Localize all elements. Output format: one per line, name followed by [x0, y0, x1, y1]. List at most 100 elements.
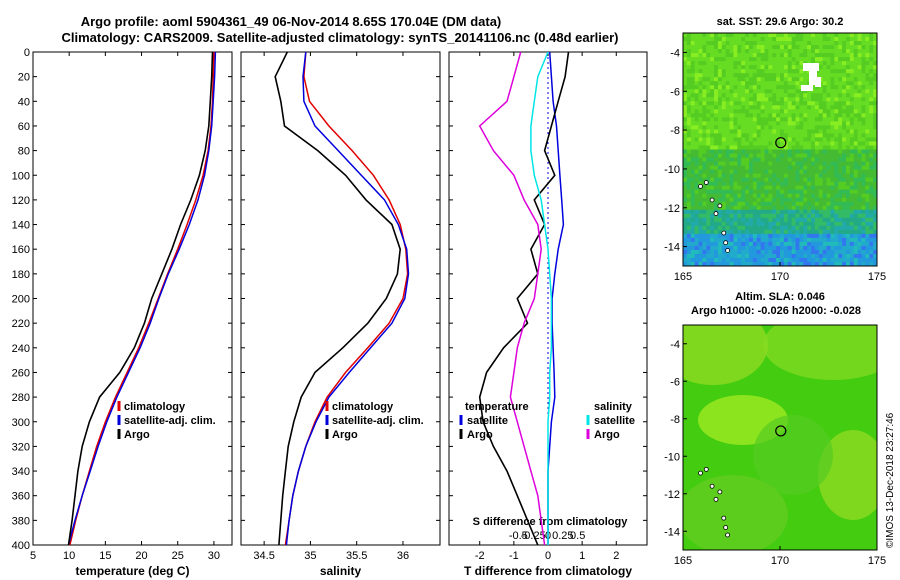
sst_map-xtick-label: 165 — [674, 271, 692, 283]
depth-tick-label: 120 — [12, 195, 30, 207]
temperature-xtick-label: 30 — [208, 550, 220, 562]
temperature-xtick-label: 15 — [99, 550, 111, 562]
argo-float-marker — [775, 137, 787, 149]
sla_map-ytick-label: -8 — [670, 414, 680, 426]
difference-series-t-argo — [478, 52, 570, 545]
depth-tick-label: 160 — [12, 244, 30, 256]
salinity-xtick-label: 35 — [304, 550, 316, 562]
figure-title-line1: Argo profile: aoml 5904361_49 06-Nov-201… — [81, 14, 502, 29]
figure-title-line2: Climatology: CARS2009. Satellite-adjuste… — [61, 30, 618, 45]
salinity-diff-tick-label: 0.25 — [552, 530, 573, 542]
diff-legend-left-title: temperature — [465, 401, 529, 413]
temperature-panel — [32, 51, 233, 546]
difference-xtick-label: 1 — [579, 550, 585, 562]
sst_map-ytick-label: -8 — [670, 125, 680, 137]
sla_map-subtitle: Argo h1000: -0.026 h2000: -0.028 — [691, 305, 861, 317]
salinity-legend-label: satellite-adj. clim. — [332, 415, 424, 427]
temperature-xtick-label: 5 — [30, 550, 36, 562]
sla_map-ytick-label: -4 — [670, 339, 680, 351]
depth-tick-label: 0 — [24, 47, 30, 59]
difference-xtick-label: -1 — [509, 550, 519, 562]
diff-legend-right-label: satellite — [594, 415, 635, 427]
depth-tick-label: 40 — [18, 96, 30, 108]
sst_map-ytick-label: -12 — [664, 203, 680, 215]
temperature-series-argo — [67, 52, 214, 545]
temperature-legend-label: Argo — [124, 429, 150, 441]
depth-tick-label: 220 — [12, 318, 30, 330]
depth-tick-label: 340 — [12, 466, 30, 478]
island-marker — [721, 515, 727, 521]
sla-anomaly-blob — [753, 415, 833, 495]
sst_map-panel: -4 -6 -8 -10 -12 -14 165 170 175 sat. SST: 29.6 A… — [664, 16, 886, 283]
difference-plot: -2 -1 0 1 2 T difference from climatology -0.5… — [449, 51, 647, 578]
island-marker — [723, 240, 729, 246]
sst_map-xtick-label: 170 — [771, 271, 789, 283]
sst_map-title: sat. SST: 29.6 Argo: 30.2 — [717, 16, 844, 28]
salinity-xtick-label: 36 — [397, 550, 409, 562]
salinity-diff-tick-label: -0.5 — [509, 530, 528, 542]
temperature-series-satellite-adj-clim- — [67, 52, 217, 545]
island-marker — [703, 466, 709, 472]
salinity-xtick-label: 35.5 — [346, 550, 367, 562]
difference-series-s-argo — [478, 52, 546, 545]
island-marker — [713, 496, 719, 502]
island-marker — [721, 230, 727, 236]
sst_map-xtick-label: 175 — [868, 271, 886, 283]
sla_map-title: Altim. SLA: 0.046 — [735, 291, 825, 303]
island-marker — [709, 483, 715, 489]
temperature-xtick-label: 25 — [172, 550, 184, 562]
temperature-xlabel: temperature (deg C) — [75, 564, 189, 578]
island-marker — [703, 180, 709, 185]
sla_map-xtick-label: 165 — [674, 555, 692, 567]
sla-anomaly-blob — [763, 325, 877, 380]
depth-tick-label: 400 — [12, 540, 30, 552]
diff-legend-right-label: Argo — [594, 429, 620, 441]
depth-tick-label: 320 — [12, 441, 30, 453]
depth-tick-label: 240 — [12, 343, 30, 355]
sst_map-ytick-label: -14 — [664, 242, 680, 254]
sla-anomaly-blob — [683, 475, 788, 550]
difference-xtick-label: 0 — [545, 550, 551, 562]
salinity-legend-label: climatology — [332, 401, 394, 413]
depth-tick-label: 380 — [12, 515, 30, 527]
salinity-plot: 34.5 35 35.5 36 salinity climatology satellite… — [241, 51, 440, 578]
sla_map-xtick-label: 170 — [771, 555, 789, 567]
sla_map-panel: -4 -6 -8 -10 -12 -14 165 170 175 Altim. SLA: 0.04… — [664, 291, 886, 567]
argo-float-marker — [775, 425, 787, 437]
depth-tick-label: 180 — [12, 269, 30, 281]
difference-xtick-label: -2 — [475, 550, 485, 562]
diff-legend-right-title: salinity — [594, 401, 633, 413]
depth-tick-label: 300 — [12, 417, 30, 429]
island-marker — [698, 183, 703, 189]
depth-tick-label: 200 — [12, 294, 30, 306]
island-marker — [713, 211, 719, 216]
temperature-plot: 0 20 40 60 80 100 120 140 160 180 200 220 240 260 280 3… — [12, 47, 232, 578]
depth-tick-label: 100 — [12, 170, 30, 182]
island-marker — [709, 197, 715, 203]
temperature-xtick-label: 20 — [135, 550, 147, 562]
sla_map-ytick-label: -6 — [670, 376, 680, 388]
diff-legend-left-label: satellite — [467, 415, 508, 427]
temperature-xtick-label: 10 — [63, 550, 75, 562]
difference-xtick-label: 2 — [613, 550, 619, 562]
difference-xlabel: T difference from climatology — [464, 564, 632, 578]
island-marker — [725, 248, 731, 253]
salinity-diff-xlabel: S difference from climatology — [473, 516, 629, 528]
missing-data-patch — [801, 85, 813, 91]
sla_map-ytick-label: -14 — [664, 526, 680, 538]
salinity-series-satellite-adj-clim- — [285, 52, 410, 545]
island-marker — [723, 525, 729, 530]
depth-tick-label: 20 — [18, 72, 30, 84]
salinity-diff-tick-label: -0.25 — [521, 530, 546, 542]
difference-series-s-satellite — [530, 52, 553, 545]
sla_map-ytick-label: -12 — [664, 489, 680, 501]
salinity-series-argo — [274, 52, 402, 545]
island-marker — [725, 532, 731, 538]
sst_map-ytick-label: -4 — [670, 47, 680, 59]
depth-tick-label: 260 — [12, 367, 30, 379]
diff-legend-left-label: Argo — [467, 429, 493, 441]
sla_map-xtick-label: 175 — [868, 555, 886, 567]
missing-data-patch — [815, 77, 821, 87]
temperature-legend-label: climatology — [124, 401, 186, 413]
missing-data-patch — [803, 63, 819, 71]
